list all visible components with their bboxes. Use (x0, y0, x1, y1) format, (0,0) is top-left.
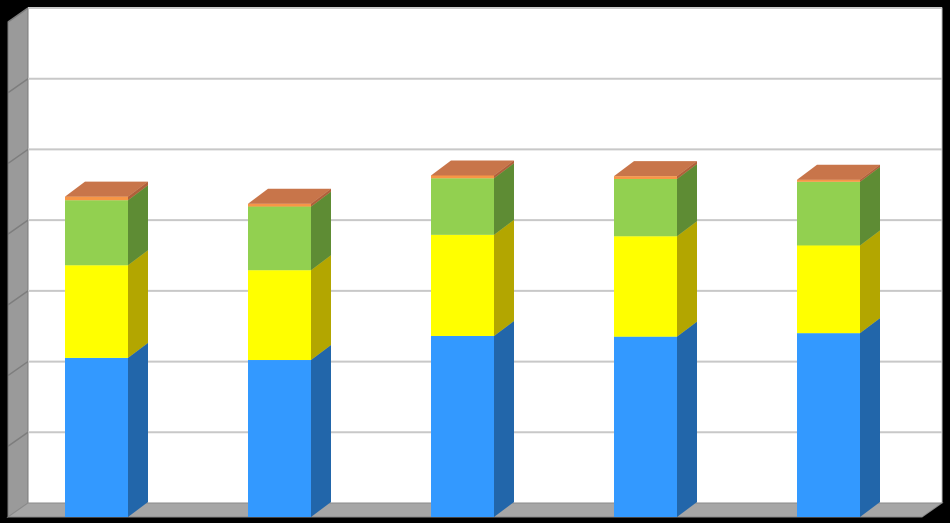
side-wall-gridline (7, 78, 29, 94)
bar-segment-front (248, 360, 311, 517)
bar-segment-side (311, 191, 331, 271)
bar-segment-side (860, 318, 880, 517)
bar-segment-front (431, 178, 494, 235)
bar-segment-side (860, 230, 880, 334)
bar-segment-side (494, 160, 514, 179)
bar-top (614, 161, 697, 177)
bar-segment-front (614, 236, 677, 337)
bar-segment-front (431, 234, 494, 336)
bar-segment-side (128, 342, 148, 517)
bar-segment-front (248, 270, 311, 361)
bar-segment-front (431, 335, 494, 517)
bar-segment-side (494, 219, 514, 336)
bar-segment-front (797, 179, 860, 182)
bar-segment-side (128, 181, 148, 201)
side-wall-gridline (7, 431, 29, 447)
bar-segment-front (614, 336, 677, 517)
bar-segment-side (494, 320, 514, 517)
bar-segment-side (128, 250, 148, 358)
bar-segment-front (248, 203, 311, 207)
bar-segment-side (677, 161, 697, 179)
bar-segment-front (248, 206, 311, 271)
side-wall-gridline (7, 360, 29, 377)
bar-segment-front (797, 181, 860, 246)
bar-segment-side (311, 188, 331, 207)
side-wall-gridline (7, 219, 29, 235)
bar-top (431, 160, 514, 176)
side-wall-gridline (7, 290, 29, 306)
side-wall-gridline (7, 7, 29, 23)
bar-segment-side (860, 164, 880, 182)
bar-segment-side (677, 163, 697, 237)
bar-segment-side (494, 163, 514, 235)
bar-segment-front (797, 245, 860, 334)
side-wall-gridline (7, 148, 29, 165)
bar-top (248, 188, 331, 204)
bar-segment-front (65, 265, 128, 358)
bar-segment-front (65, 196, 128, 201)
bar-segment-side (677, 321, 697, 517)
side-wall (7, 7, 29, 518)
bar-segment-front (797, 333, 860, 517)
bar-segment-front (614, 176, 677, 179)
bar-segment-side (860, 166, 880, 246)
bar-top (797, 164, 880, 180)
bar-segment-front (65, 200, 128, 266)
bar-segment-front (431, 175, 494, 179)
bar-segment-front (65, 357, 128, 517)
bar-segment-side (128, 185, 148, 266)
bar-segment-side (677, 221, 697, 337)
bar-segment-side (311, 345, 331, 517)
bar-segment-side (311, 255, 331, 361)
bar-top (65, 181, 148, 197)
bar-segment-front (614, 178, 677, 237)
